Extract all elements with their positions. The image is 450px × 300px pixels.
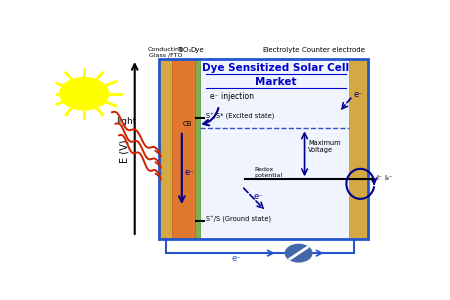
Text: e⁻: e⁻ [290,254,300,263]
Text: Counter electrode: Counter electrode [302,47,365,53]
Text: I⁻: I⁻ [376,175,382,181]
Text: e⁻: e⁻ [184,168,194,177]
Text: CB: CB [183,121,192,127]
Text: e⁻: e⁻ [353,90,363,99]
Bar [159,59,172,239]
Text: Dye: Dye [191,47,204,53]
Bar [349,59,369,239]
Text: light: light [116,117,136,126]
Text: Dye Sensitized Solar Cell: Dye Sensitized Solar Cell [202,63,350,73]
Text: e⁻: e⁻ [254,192,264,201]
Circle shape [60,78,108,110]
Text: Electrolyte: Electrolyte [262,47,300,53]
Text: Market: Market [255,77,297,87]
Text: Maximum
Voltage: Maximum Voltage [308,140,341,153]
Text: S⁺/S (Ground state): S⁺/S (Ground state) [206,216,270,223]
Text: e⁻: e⁻ [231,254,241,263]
Text: S⁺/S* (Excited state): S⁺/S* (Excited state) [206,113,274,121]
Text: Redox
potential: Redox potential [254,167,282,178]
Bar [195,59,200,239]
Bar [200,59,349,239]
Text: e⁻ injection: e⁻ injection [211,92,254,100]
Text: I₃⁻: I₃⁻ [385,175,393,181]
Bar [159,59,369,239]
Circle shape [285,244,312,262]
Bar [172,59,195,239]
Text: E (V): E (V) [119,140,129,163]
Text: TiO₂: TiO₂ [177,47,191,53]
Text: Conducting
Glass /FTO: Conducting Glass /FTO [148,47,184,58]
